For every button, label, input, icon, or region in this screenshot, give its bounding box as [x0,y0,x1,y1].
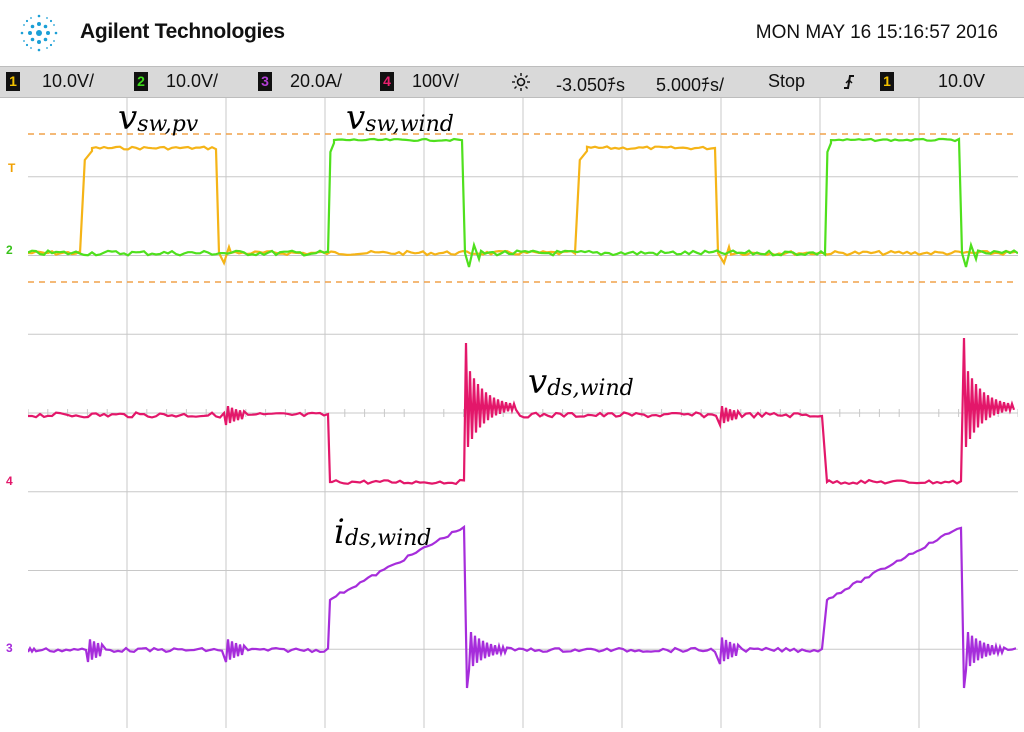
trigger-edge-icon[interactable] [842,73,856,91]
channel-4-scale[interactable]: 100V/ [412,71,460,91]
ids-wind-label: ids,wind [334,512,432,552]
channel-3-trace [28,524,1017,689]
channel-4-trace [28,337,1016,486]
channel-1-trace [28,145,1016,266]
vsw-pv-label: vsw,pv [118,98,199,138]
channel-3-badge[interactable]: 3 [258,72,272,91]
channel-2-scale[interactable]: 10.0V/ [166,71,219,91]
title-bar: Agilent Technologies MON MAY 16 15:16:57… [0,0,1024,66]
vds-wind-label: vds,wind [528,362,634,402]
channel-1-badge[interactable]: 1 [6,72,20,91]
trigger-channel-badge[interactable]: 1 [880,72,894,91]
channel-1-scale[interactable]: 10.0V/ [42,71,95,91]
trigger-level-marker[interactable]: T [8,161,16,175]
timebase-scale[interactable]: 5.000ﾁs/ [656,75,725,95]
channel-2-badge[interactable]: 2 [134,72,148,91]
waveform-display[interactable] [28,98,1018,728]
brand-name: Agilent Technologies [80,20,285,43]
channel-4-ground-marker[interactable]: 4 [6,474,13,488]
channel-4-badge[interactable]: 4 [380,72,394,91]
trigger-level[interactable]: 10.0V [938,71,986,91]
channel-status-bar: 1 10.0V/ 2 10.0V/ 3 20.0A/ 4 100V/ -3.05… [0,66,1024,98]
datetime-display: MON MAY 16 15:16:57 2016 [755,22,998,43]
vsw-wind-label: vsw,wind [346,98,454,138]
waveform-plot[interactable] [28,98,1018,728]
sun-icon[interactable] [510,72,532,92]
channel-2-ground-marker[interactable]: 2 [6,243,13,257]
timebase-delay[interactable]: -3.050ﾁs [556,75,626,95]
run-state[interactable]: Stop [768,71,806,91]
channel-2-trace [28,137,1018,268]
channel-3-ground-marker[interactable]: 3 [6,641,13,655]
agilent-spark-icon [20,14,58,52]
channel-3-scale[interactable]: 20.0A/ [290,71,343,91]
